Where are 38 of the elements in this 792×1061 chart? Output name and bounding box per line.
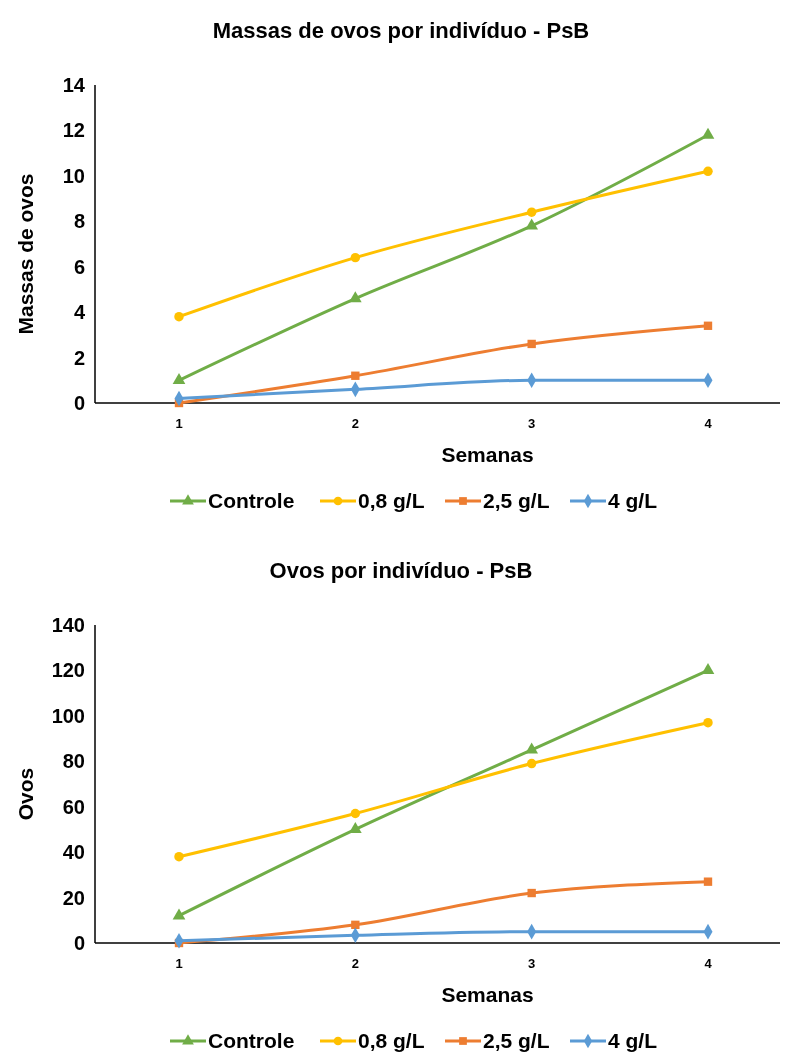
- x-tick-label: 1: [175, 956, 183, 971]
- legend-label: Controle: [208, 489, 295, 513]
- y-axis-title: Massas de ovos: [14, 173, 37, 335]
- legend-label: 4 g/L: [608, 1029, 658, 1053]
- y-tick-label: 10: [62, 164, 85, 187]
- y-axis-title: Ovos: [14, 767, 37, 821]
- x-tick-label: 3: [528, 416, 536, 431]
- y-tick-label: 6: [73, 255, 85, 278]
- y-tick-label: 60: [62, 795, 85, 818]
- y-tick-label: 140: [51, 614, 85, 636]
- x-tick-label: 2: [351, 416, 359, 431]
- x-tick-label: 2: [351, 956, 359, 971]
- legend-label: 2,5 g/L: [483, 489, 550, 513]
- y-tick-label: 14: [62, 74, 86, 96]
- y-tick-label: 40: [62, 841, 85, 864]
- y-tick-label: 100: [51, 704, 85, 727]
- x-tick-label: 4: [704, 956, 713, 971]
- x-tick-label: 1: [175, 416, 183, 431]
- x-axis-title: Semanas: [441, 983, 534, 1006]
- legend-label: 4 g/L: [608, 489, 658, 513]
- y-tick-label: 0: [73, 392, 85, 414]
- y-tick-label: 80: [62, 750, 85, 773]
- x-tick-label: 4: [704, 416, 713, 431]
- legend-label: 2,5 g/L: [483, 1029, 550, 1053]
- legend-label: 0,8 g/L: [358, 1029, 425, 1053]
- legend-label: Controle: [208, 1029, 295, 1053]
- y-tick-label: 120: [51, 659, 85, 682]
- y-tick-label: 0: [73, 932, 85, 954]
- legend-label: 0,8 g/L: [358, 489, 425, 513]
- chart-title: Ovos por indivíduo - PsB: [269, 558, 533, 583]
- y-tick-label: 2: [73, 346, 85, 369]
- y-tick-label: 12: [62, 119, 85, 142]
- y-tick-label: 20: [62, 886, 85, 909]
- y-tick-label: 8: [73, 210, 85, 233]
- x-axis-title: Semanas: [441, 443, 534, 466]
- y-tick-label: 4: [73, 301, 86, 324]
- chart-title: Massas de ovos por indivíduo - PsB: [212, 18, 590, 43]
- x-tick-label: 3: [528, 956, 536, 971]
